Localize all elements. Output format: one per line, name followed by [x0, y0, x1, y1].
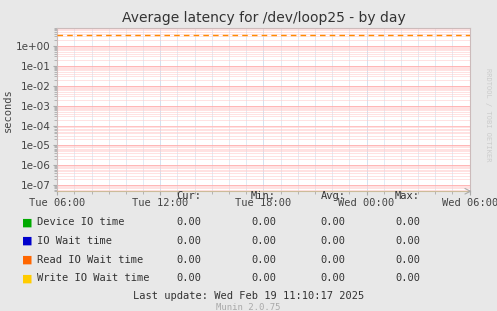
Text: Read IO Wait time: Read IO Wait time [37, 255, 144, 265]
Text: Device IO time: Device IO time [37, 217, 125, 227]
Text: 0.00: 0.00 [395, 255, 420, 265]
Text: 0.00: 0.00 [321, 217, 345, 227]
Text: 0.00: 0.00 [176, 255, 201, 265]
Text: ■: ■ [22, 255, 33, 265]
Text: 0.00: 0.00 [321, 255, 345, 265]
Text: 0.00: 0.00 [395, 273, 420, 283]
Text: 0.00: 0.00 [176, 217, 201, 227]
Y-axis label: seconds: seconds [3, 88, 13, 132]
Text: RRDTOOL / TOBI OETIKER: RRDTOOL / TOBI OETIKER [485, 68, 491, 162]
Text: Munin 2.0.75: Munin 2.0.75 [216, 304, 281, 311]
Text: 0.00: 0.00 [395, 236, 420, 246]
Text: Avg:: Avg: [321, 191, 345, 201]
Text: ■: ■ [22, 273, 33, 283]
Text: 0.00: 0.00 [321, 273, 345, 283]
Text: 0.00: 0.00 [321, 236, 345, 246]
Text: 0.00: 0.00 [176, 273, 201, 283]
Text: 0.00: 0.00 [251, 217, 276, 227]
Text: ■: ■ [22, 236, 33, 246]
Text: ■: ■ [22, 217, 33, 227]
Text: Cur:: Cur: [176, 191, 201, 201]
Text: Last update: Wed Feb 19 11:10:17 2025: Last update: Wed Feb 19 11:10:17 2025 [133, 291, 364, 301]
Text: Max:: Max: [395, 191, 420, 201]
Text: 0.00: 0.00 [395, 217, 420, 227]
Text: Min:: Min: [251, 191, 276, 201]
Text: 0.00: 0.00 [251, 273, 276, 283]
Text: 0.00: 0.00 [251, 255, 276, 265]
Title: Average latency for /dev/loop25 - by day: Average latency for /dev/loop25 - by day [122, 12, 405, 26]
Text: 0.00: 0.00 [176, 236, 201, 246]
Text: Write IO Wait time: Write IO Wait time [37, 273, 150, 283]
Text: IO Wait time: IO Wait time [37, 236, 112, 246]
Text: 0.00: 0.00 [251, 236, 276, 246]
